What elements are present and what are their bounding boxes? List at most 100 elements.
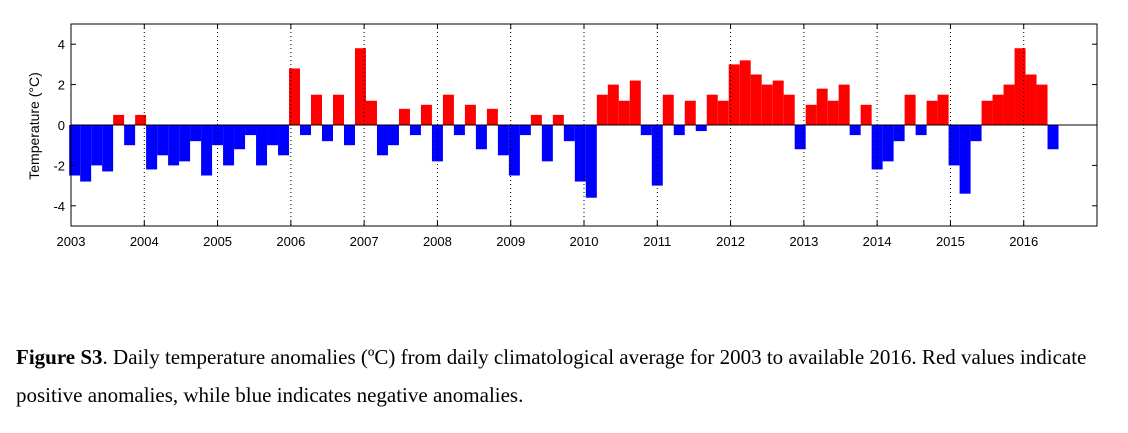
negative-anomaly-bar: [475, 125, 487, 150]
negative-anomaly-bar: [519, 125, 531, 136]
positive-anomaly-bar: [662, 94, 674, 125]
negative-anomaly-bar: [915, 125, 927, 136]
figure-caption: Figure S3. Daily temperature anomalies (…: [16, 338, 1116, 414]
positive-anomaly-bar: [596, 94, 608, 125]
positive-anomaly-bar: [607, 84, 619, 125]
positive-anomaly-bar: [981, 100, 993, 125]
negative-anomaly-bar: [234, 125, 246, 150]
negative-anomaly-bar: [695, 125, 707, 132]
positive-anomaly-bar: [1003, 84, 1015, 125]
negative-anomaly-bar: [849, 125, 861, 136]
y-tick-label: 4: [58, 37, 65, 52]
temperature-anomaly-chart: -4 -2 0 2 4 2003 2004 2005 2006 2007 2008 2009 2010…: [26, 23, 1098, 249]
positive-anomaly-bar: [1025, 74, 1037, 125]
x-tick-label: 2015: [936, 234, 965, 249]
negative-anomaly-bar: [201, 125, 213, 176]
y-axis: -4 -2 0 2 4: [53, 37, 1097, 214]
positive-anomaly-bar: [1036, 84, 1048, 125]
positive-anomaly-bar: [772, 80, 784, 125]
x-tick-label: 2005: [203, 234, 232, 249]
positive-anomaly-bar: [552, 114, 564, 125]
y-tick-label: 0: [58, 118, 65, 133]
positive-anomaly-bar: [332, 94, 344, 125]
positive-anomaly-bar: [750, 74, 762, 125]
x-tick-label: 2008: [423, 234, 452, 249]
x-tick-label: 2006: [276, 234, 305, 249]
negative-anomaly-bar: [146, 125, 158, 170]
negative-anomaly-bar: [871, 125, 883, 170]
negative-anomaly-bar: [223, 125, 235, 166]
positive-anomaly-bar: [289, 68, 301, 125]
negative-anomaly-bar: [1047, 125, 1059, 150]
positive-anomaly-bar: [860, 104, 872, 125]
positive-anomaly-bar: [530, 114, 542, 125]
negative-anomaly-bar: [948, 125, 960, 166]
negative-anomaly-bar: [970, 125, 982, 142]
negative-anomaly-bar: [376, 125, 388, 156]
negative-anomaly-bar: [256, 125, 268, 166]
negative-anomaly-bar: [508, 125, 520, 176]
negative-anomaly-bar: [212, 125, 224, 146]
x-tick-label: 2004: [130, 234, 159, 249]
positive-anomaly-bar: [442, 94, 454, 125]
positive-anomaly-bar: [805, 104, 817, 125]
negative-anomaly-bar: [300, 125, 312, 136]
y-axis-label: Temperature (°C): [26, 72, 42, 180]
negative-anomaly-bar: [124, 125, 136, 146]
x-tick-label: 2003: [57, 234, 86, 249]
positive-anomaly-bar: [926, 100, 938, 125]
positive-anomaly-bar: [365, 100, 377, 125]
positive-anomaly-bar: [706, 94, 718, 125]
negative-anomaly-bar: [431, 125, 443, 162]
negative-anomaly-bar: [91, 125, 103, 166]
positive-anomaly-bar: [992, 94, 1004, 125]
x-tick-label: 2014: [863, 234, 892, 249]
negative-anomaly-bar: [190, 125, 202, 142]
positive-anomaly-bar: [761, 84, 773, 125]
negative-anomaly-bar: [343, 125, 355, 146]
positive-anomaly-bar: [486, 108, 498, 125]
positive-anomaly-bar: [739, 60, 751, 125]
negative-anomaly-bar: [882, 125, 894, 162]
negative-anomaly-bar: [179, 125, 191, 162]
positive-anomaly-bar: [311, 94, 323, 125]
negative-anomaly-bar: [453, 125, 465, 136]
x-tick-label: 2009: [496, 234, 525, 249]
negative-anomaly-bar: [651, 125, 663, 186]
x-tick-label: 2007: [350, 234, 379, 249]
positive-anomaly-bar: [838, 84, 850, 125]
positive-anomaly-bar: [420, 104, 432, 125]
negative-anomaly-bar: [574, 125, 586, 182]
caption-text: . Daily temperature anomalies (ºC) from …: [16, 345, 1087, 407]
positive-anomaly-bar: [717, 100, 729, 125]
anomaly-bars: [69, 48, 1059, 198]
positive-anomaly-bar: [618, 100, 630, 125]
positive-anomaly-bar: [684, 100, 696, 125]
y-tick-label: -4: [53, 199, 65, 214]
positive-anomaly-bar: [937, 94, 949, 125]
figure-label: Figure S3: [16, 345, 103, 369]
positive-anomaly-bar: [827, 100, 839, 125]
negative-anomaly-bar: [541, 125, 553, 162]
positive-anomaly-bar: [629, 80, 641, 125]
negative-anomaly-bar: [69, 125, 81, 176]
negative-anomaly-bar: [497, 125, 509, 156]
y-tick-label: 2: [58, 78, 65, 93]
negative-anomaly-bar: [585, 125, 597, 198]
negative-anomaly-bar: [278, 125, 290, 156]
negative-anomaly-bar: [168, 125, 180, 166]
negative-anomaly-bar: [245, 125, 257, 136]
positive-anomaly-bar: [113, 114, 125, 125]
negative-anomaly-bar: [102, 125, 114, 172]
x-tick-label: 2010: [570, 234, 599, 249]
positive-anomaly-bar: [135, 114, 147, 125]
negative-anomaly-bar: [409, 125, 421, 136]
x-tick-label: 2016: [1009, 234, 1038, 249]
negative-anomaly-bar: [157, 125, 169, 156]
negative-anomaly-bar: [322, 125, 333, 142]
x-tick-label: 2012: [716, 234, 745, 249]
y-tick-label: -2: [53, 158, 65, 173]
negative-anomaly-bar: [794, 125, 806, 150]
x-tick-label: 2011: [643, 234, 671, 249]
positive-anomaly-bar: [783, 94, 795, 125]
